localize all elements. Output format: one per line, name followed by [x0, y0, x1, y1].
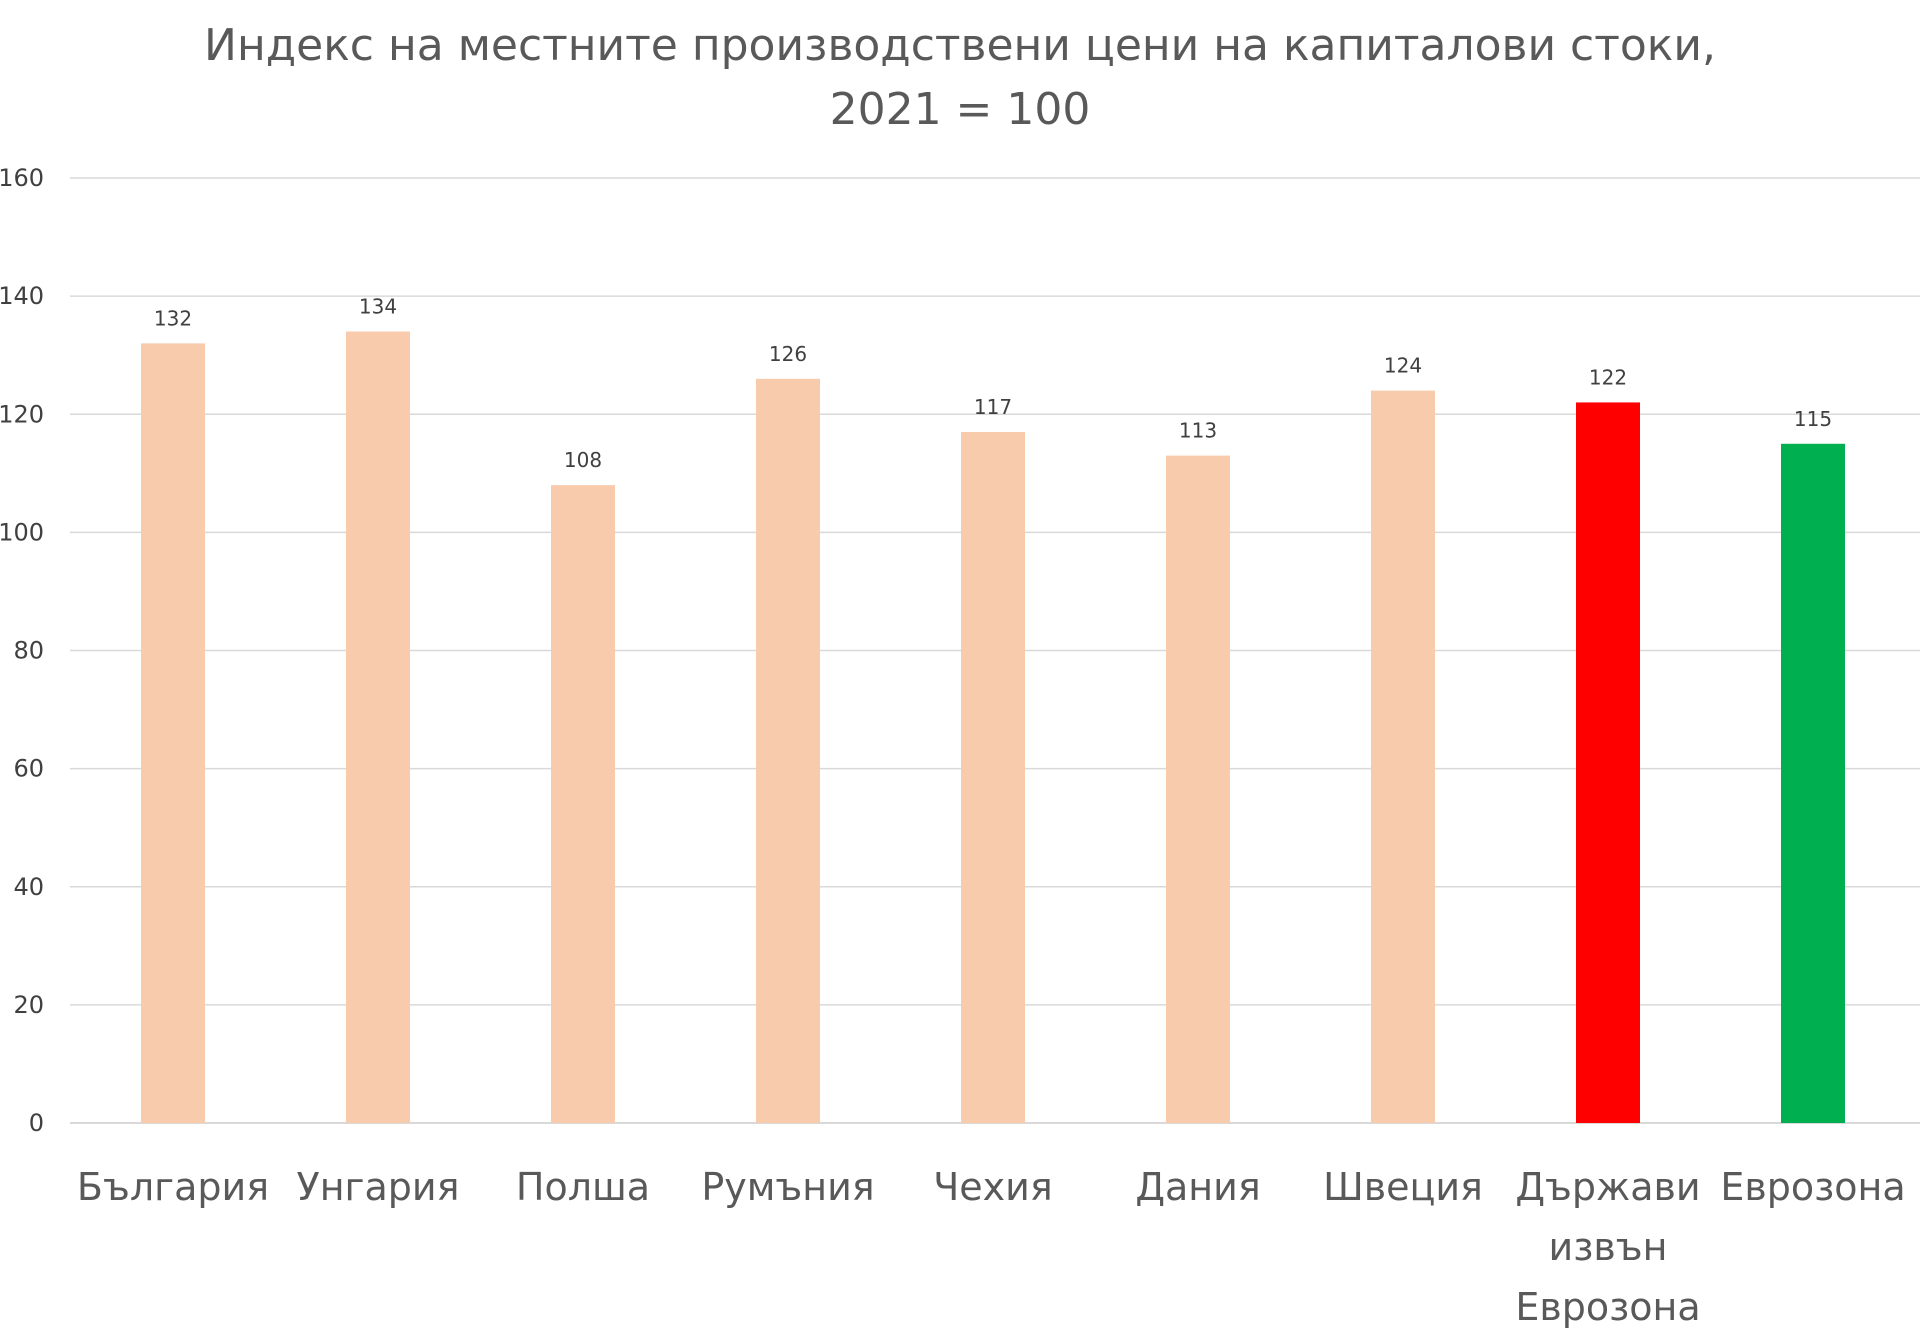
data-label-6: 124: [1384, 354, 1422, 378]
data-label-4: 117: [974, 395, 1012, 419]
category-label-7-line-0: Държави: [1515, 1165, 1700, 1209]
bar-5: [1166, 455, 1230, 1123]
category-label-7-line-2: Еврозона: [1515, 1285, 1700, 1329]
y-tick-label-120: 120: [0, 400, 44, 428]
data-label-2: 108: [564, 448, 602, 472]
y-tick-label-100: 100: [0, 518, 44, 546]
y-tick-label-0: 0: [29, 1109, 44, 1137]
category-label-4: Чехия: [933, 1165, 1052, 1209]
data-label-5: 113: [1179, 419, 1217, 443]
y-tick-label-20: 20: [13, 991, 44, 1019]
data-label-1: 134: [359, 295, 397, 319]
category-label-0: България: [77, 1165, 269, 1209]
category-label-7-line-1: извън: [1549, 1225, 1668, 1269]
bar-4: [961, 431, 1025, 1123]
bar-8: [1781, 443, 1845, 1123]
bar-6: [1371, 390, 1435, 1123]
category-label-2: Полша: [516, 1165, 650, 1209]
y-tick-label-40: 40: [13, 873, 44, 901]
bar-3: [756, 378, 820, 1123]
bar-1: [346, 331, 410, 1123]
data-label-0: 132: [154, 306, 192, 330]
chart-title-line-2: 2021 = 100: [829, 84, 1091, 135]
category-label-5: Дания: [1135, 1165, 1260, 1209]
y-tick-label-140: 140: [0, 282, 44, 310]
chart-title-line-1: Индекс на местните производствени цени н…: [204, 20, 1716, 71]
y-tick-label-60: 60: [13, 755, 44, 783]
category-label-8: Еврозона: [1720, 1165, 1905, 1209]
data-label-8: 115: [1794, 407, 1832, 431]
category-label-1: Унгария: [297, 1165, 460, 1209]
category-label-3: Румъния: [701, 1165, 874, 1209]
bar-2: [551, 485, 615, 1123]
bar-7: [1576, 402, 1640, 1123]
category-label-6: Швеция: [1323, 1165, 1483, 1209]
data-label-7: 122: [1589, 365, 1627, 389]
data-label-3: 126: [769, 342, 807, 366]
bar-0: [141, 343, 205, 1123]
y-tick-label-80: 80: [13, 637, 44, 665]
y-tick-label-160: 160: [0, 164, 44, 192]
